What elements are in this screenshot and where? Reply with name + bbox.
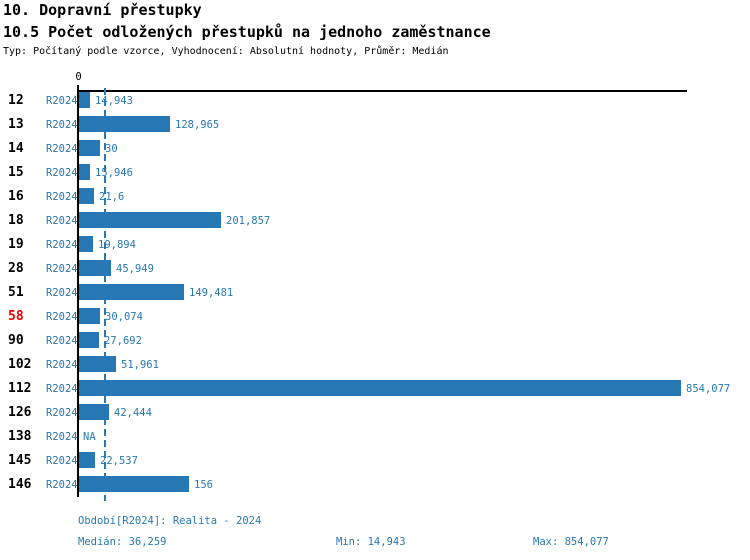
- row-id-label: 145: [8, 453, 32, 468]
- bar-value-label: 22,537: [100, 455, 138, 467]
- bar: [79, 236, 93, 252]
- bar-value-label: 15,946: [95, 167, 133, 179]
- row-series-label: R2024: [46, 407, 78, 419]
- stat-min: Min: 14,943: [336, 536, 406, 548]
- bar-row-16: 16 R2024 21,6: [0, 188, 750, 204]
- row-series-label: R2024: [46, 143, 78, 155]
- row-series-label: R2024: [46, 335, 78, 347]
- bar: [79, 380, 681, 396]
- bar-value-label: 156: [194, 479, 213, 491]
- bar-value-label: 128,965: [175, 119, 220, 131]
- row-series-label: R2024: [46, 215, 78, 227]
- row-series-label: R2024: [46, 167, 78, 179]
- row-id-label: 15: [8, 165, 24, 180]
- bar-row-102: 102 R2024 51,961: [0, 356, 750, 372]
- chart-meta-info: Typ: Počítaný podle vzorce, Vyhodnocení:…: [3, 46, 449, 57]
- bar: [79, 284, 184, 300]
- bar-row-138: 138 R2024 NA: [0, 428, 750, 444]
- row-series-label: R2024: [46, 263, 78, 275]
- bar: [79, 404, 109, 420]
- row-series-label: R2024: [46, 359, 78, 371]
- bar: [79, 140, 100, 156]
- bar: [79, 212, 221, 228]
- row-series-label: R2024: [46, 191, 78, 203]
- x-axis-line: [78, 90, 687, 92]
- row-series-label: R2024: [46, 383, 78, 395]
- bar-row-145: 145 R2024 22,537: [0, 452, 750, 468]
- stat-median: Medián: 36,259: [78, 536, 167, 548]
- bar-value-label: 201,857: [226, 215, 271, 227]
- chart-title: 10. Dopravní přestupky: [3, 1, 202, 19]
- row-id-label: 16: [8, 189, 24, 204]
- bar: [79, 476, 189, 492]
- bar-value-label: 854,077: [686, 383, 731, 395]
- bar-row-51: 51 R2024 149,481: [0, 284, 750, 300]
- row-series-label: R2024: [46, 239, 78, 251]
- row-id-label: 138: [8, 429, 32, 444]
- bar-row-58: 58 R2024 30,074: [0, 308, 750, 324]
- row-id-label: 19: [8, 237, 24, 252]
- stat-max: Max: 854,077: [533, 536, 609, 548]
- row-id-label: 51: [8, 285, 24, 300]
- bar-value-label: 21,6: [99, 191, 125, 203]
- bar-row-12: 12 R2024 14,943: [0, 92, 750, 108]
- row-id-label: 13: [8, 117, 24, 132]
- row-id-label: 28: [8, 261, 24, 276]
- row-id-label: 112: [8, 381, 32, 396]
- bar-row-14: 14 R2024 30: [0, 140, 750, 156]
- bar: [79, 356, 116, 372]
- row-series-label: R2024: [46, 119, 78, 131]
- bar-row-15: 15 R2024 15,946: [0, 164, 750, 180]
- row-id-label: 102: [8, 357, 32, 372]
- bar: [79, 332, 99, 348]
- chart-subtitle: 10.5 Počet odložených přestupků na jedno…: [3, 23, 491, 41]
- row-id-label: 18: [8, 213, 24, 228]
- bar-row-13: 13 R2024 128,965: [0, 116, 750, 132]
- bar-value-label: NA: [83, 431, 96, 443]
- bar-value-label: 42,444: [114, 407, 152, 419]
- bar-row-90: 90 R2024 27,692: [0, 332, 750, 348]
- bar-value-label: 45,949: [116, 263, 154, 275]
- row-id-label: 58: [8, 309, 24, 324]
- bar: [79, 188, 94, 204]
- y-axis-line: [77, 85, 79, 497]
- row-series-label: R2024: [46, 311, 78, 323]
- bar-row-126: 126 R2024 42,444: [0, 404, 750, 420]
- row-id-label: 12: [8, 93, 24, 108]
- bar-value-label: 30: [105, 143, 118, 155]
- axis-zero-tick-label: 0: [75, 71, 82, 83]
- bar: [79, 92, 90, 108]
- bar: [79, 452, 95, 468]
- bar: [79, 116, 170, 132]
- row-series-label: R2024: [46, 479, 78, 491]
- legend-period: Období[R2024]: Realita - 2024: [78, 515, 262, 527]
- bar-value-label: 51,961: [121, 359, 159, 371]
- bar-value-label: 149,481: [189, 287, 234, 299]
- bar-row-18: 18 R2024 201,857: [0, 212, 750, 228]
- bar: [79, 164, 90, 180]
- bar: [79, 260, 111, 276]
- bar-value-label: 19,894: [98, 239, 136, 251]
- bar-row-28: 28 R2024 45,949: [0, 260, 750, 276]
- bar-row-19: 19 R2024 19,894: [0, 236, 750, 252]
- row-series-label: R2024: [46, 455, 78, 467]
- row-id-label: 146: [8, 477, 32, 492]
- bar-row-146: 146 R2024 156: [0, 476, 750, 492]
- bar-value-label: 27,692: [104, 335, 142, 347]
- row-id-label: 14: [8, 141, 24, 156]
- bar-value-label: 14,943: [95, 95, 133, 107]
- row-id-label: 126: [8, 405, 32, 420]
- row-series-label: R2024: [46, 95, 78, 107]
- bar-row-112: 112 R2024 854,077: [0, 380, 750, 396]
- bar-value-label: 30,074: [105, 311, 143, 323]
- row-id-label: 90: [8, 333, 24, 348]
- row-series-label: R2024: [46, 431, 78, 443]
- row-series-label: R2024: [46, 287, 78, 299]
- bar: [79, 308, 100, 324]
